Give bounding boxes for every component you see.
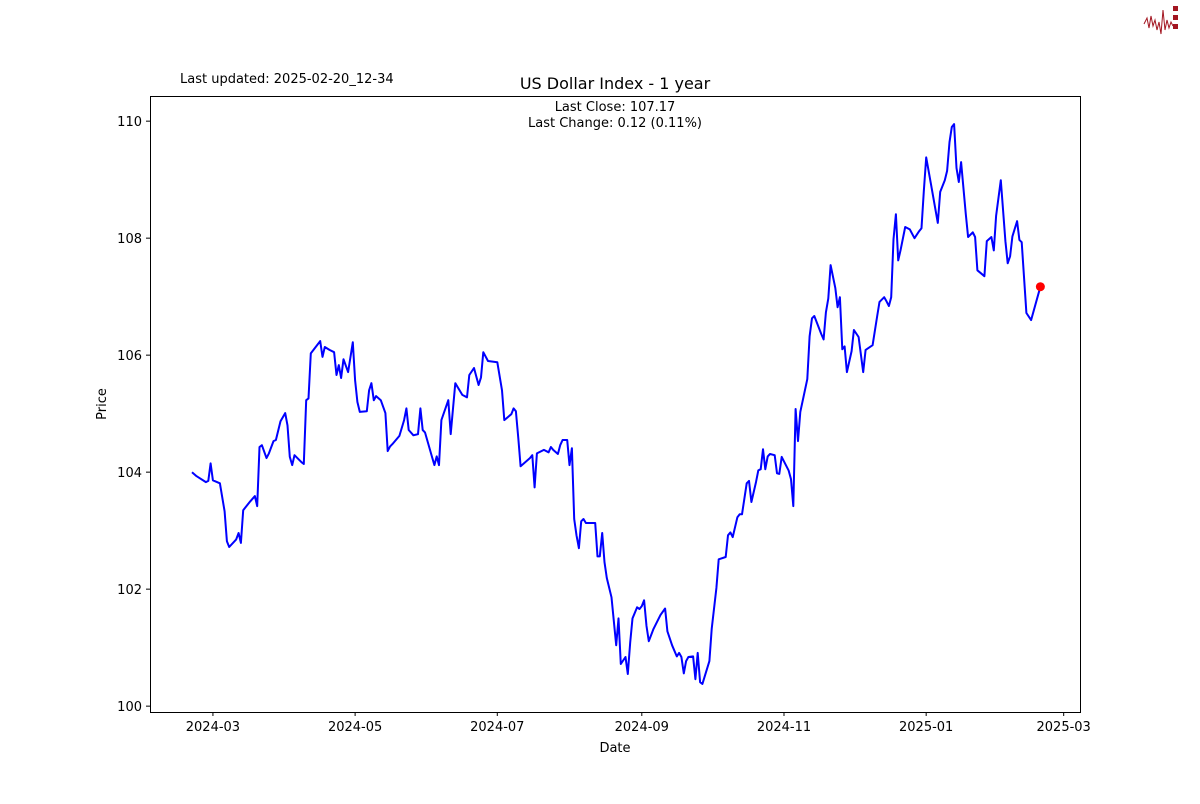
y-tick-label: 104	[117, 466, 142, 481]
x-tick-label: 2024-07	[470, 720, 524, 735]
last-updated-label: Last updated: 2025-02-20_12-34	[180, 72, 394, 87]
logo-letter-boxes	[1173, 6, 1178, 29]
x-tick-label: 2025-03	[1037, 720, 1091, 735]
y-axis-label: Price	[95, 388, 110, 420]
y-tick-label: 110	[117, 115, 142, 130]
x-tick-label: 2024-11	[757, 720, 811, 735]
x-tick-label: 2024-05	[328, 720, 382, 735]
logo-waveform	[1143, 9, 1174, 35]
x-axis-label: Date	[599, 741, 630, 756]
x-tick-label: 2024-03	[186, 720, 240, 735]
annotation-last-change: Last Change: 0.12 (0.11%)	[528, 116, 702, 131]
plot-area	[150, 96, 1081, 713]
x-axis-ticks: 2024-03 2024-05 2024-07 2024-09 2024-11 2025-…	[186, 712, 1091, 735]
chart-title: US Dollar Index - 1 year	[520, 74, 711, 93]
signal-2-noise-logo	[1143, 6, 1178, 35]
last-close-marker	[1035, 282, 1045, 292]
y-axis-ticks: 100 102 104 106 108 110	[117, 115, 150, 715]
y-tick-label: 108	[117, 232, 142, 247]
x-tick-label: 2025-01	[899, 720, 953, 735]
series-layer	[191, 123, 1045, 685]
x-tick-label: 2024-09	[615, 720, 669, 735]
y-tick-label: 102	[117, 583, 142, 598]
price-line	[191, 123, 1042, 685]
annotation-last-close: Last Close: 107.17	[555, 100, 676, 115]
y-tick-label: 100	[117, 700, 142, 715]
y-tick-label: 106	[117, 349, 142, 364]
